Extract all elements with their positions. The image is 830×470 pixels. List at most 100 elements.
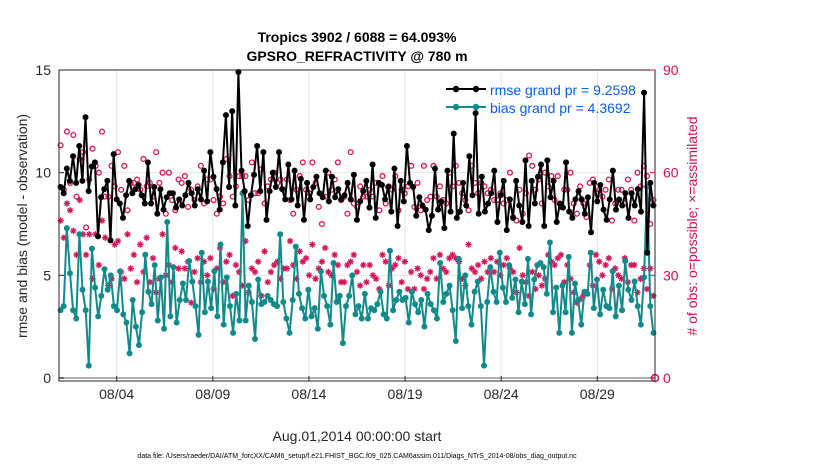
asterisk-stroke: [449, 252, 456, 258]
rmse-point: [82, 114, 89, 121]
rmse-point: [357, 198, 364, 205]
assimilated-obs-marker: [318, 258, 326, 265]
asterisk-stroke: [268, 269, 274, 275]
rmse-point: [169, 190, 176, 197]
possible-obs-marker: [526, 152, 533, 159]
rmse-point: [319, 194, 326, 201]
asterisk-stroke: [159, 231, 166, 237]
asterisk-stroke: [67, 207, 73, 214]
rmse-point: [628, 190, 635, 197]
asterisk-stroke: [418, 272, 424, 279]
bias-point: [355, 303, 362, 310]
bias-point: [619, 307, 626, 314]
rmse-point: [110, 151, 117, 158]
rmse-point: [222, 112, 229, 119]
rmse-point: [316, 190, 323, 197]
bias-point: [477, 303, 484, 310]
rmse-point: [578, 196, 585, 203]
bias-point: [565, 253, 572, 260]
assimilated-obs-marker: [602, 261, 609, 269]
bias-point: [484, 299, 491, 306]
assimilated-obs-marker: [76, 196, 83, 204]
possible-obs-marker: [436, 183, 443, 190]
possible-obs-marker: [315, 203, 322, 210]
rmse-point: [534, 173, 541, 180]
rmse-point: [450, 130, 457, 137]
bias-point: [628, 296, 635, 303]
rmse-point: [332, 194, 339, 201]
possible-obs-marker: [309, 159, 316, 166]
possible-obs-marker: [156, 179, 163, 186]
bias-point: [390, 307, 397, 314]
assimilated-obs-marker: [551, 261, 558, 269]
assimilated-obs-marker: [596, 258, 603, 265]
assimilated-obs-marker: [143, 234, 150, 241]
asterisk-stroke: [182, 265, 188, 272]
bias-point: [214, 313, 221, 320]
possible-obs-marker: [165, 169, 173, 176]
asterisk-stroke: [303, 255, 309, 261]
asterisk-stroke: [602, 262, 609, 268]
asterisk-stroke: [472, 269, 478, 275]
bias-point: [63, 225, 70, 232]
asterisk-stroke: [520, 272, 526, 279]
rmse-point: [163, 194, 170, 201]
bias-point: [132, 323, 139, 330]
assimilated-obs-marker: [471, 268, 479, 276]
rmse-point: [354, 216, 360, 223]
rmse-point: [547, 194, 554, 201]
asterisk-stroke: [615, 272, 622, 279]
rmse-point: [475, 210, 482, 217]
rmse-point: [73, 179, 80, 186]
rmse-point: [310, 184, 317, 191]
asterisk-stroke: [255, 258, 261, 265]
bias-point: [123, 319, 130, 326]
rmse-point: [291, 167, 298, 174]
bias-point: [217, 241, 224, 248]
asterisk-stroke: [150, 255, 156, 261]
bias-point: [95, 313, 102, 320]
rmse-point: [394, 223, 401, 230]
rmse-point: [269, 169, 276, 176]
bias-point: [107, 272, 114, 279]
bias-point: [506, 262, 513, 269]
rmse-point: [413, 212, 420, 219]
x-tick-label: 08/09: [195, 386, 230, 402]
chart-title-line1: Tropics 3902 / 6088 = 64.093%: [258, 29, 457, 45]
rmse-point: [403, 142, 410, 149]
asterisk-stroke: [618, 276, 625, 282]
possible-obs-marker: [347, 149, 354, 156]
rmse-point: [148, 200, 155, 207]
rmse-point: [600, 206, 607, 213]
rmse-point: [650, 202, 657, 209]
possible-obs-marker: [181, 173, 188, 180]
assimilated-obs-marker: [395, 255, 402, 262]
bias-point: [361, 290, 368, 297]
bias-point: [223, 274, 230, 281]
rmse-point: [456, 208, 463, 215]
assimilated-obs-marker: [121, 275, 128, 282]
bias-point: [173, 319, 180, 326]
bias-point: [499, 284, 506, 291]
rmse-point: [244, 223, 251, 230]
bias-point: [352, 311, 359, 318]
assimilated-obs-marker: [331, 251, 338, 258]
assimilated-obs-marker: [519, 272, 526, 279]
asterisk-stroke: [500, 262, 507, 268]
assimilated-obs-marker: [631, 261, 638, 269]
asterisk-stroke: [596, 258, 602, 265]
asterisk-stroke: [179, 248, 185, 255]
asterisk-stroke: [128, 265, 134, 272]
rmse-point: [488, 190, 495, 197]
legend-bias-marker-2: [472, 103, 480, 111]
asterisk-stroke: [102, 234, 108, 241]
bias-point: [233, 290, 240, 297]
possible-obs-marker: [624, 176, 631, 183]
rmse-point: [594, 198, 601, 205]
bias-point: [468, 321, 475, 328]
bias-point: [418, 296, 425, 303]
bias-point: [556, 329, 563, 336]
rmse-point: [85, 188, 92, 195]
assimilated-obs-marker: [102, 234, 109, 241]
rmse-point: [609, 167, 616, 174]
